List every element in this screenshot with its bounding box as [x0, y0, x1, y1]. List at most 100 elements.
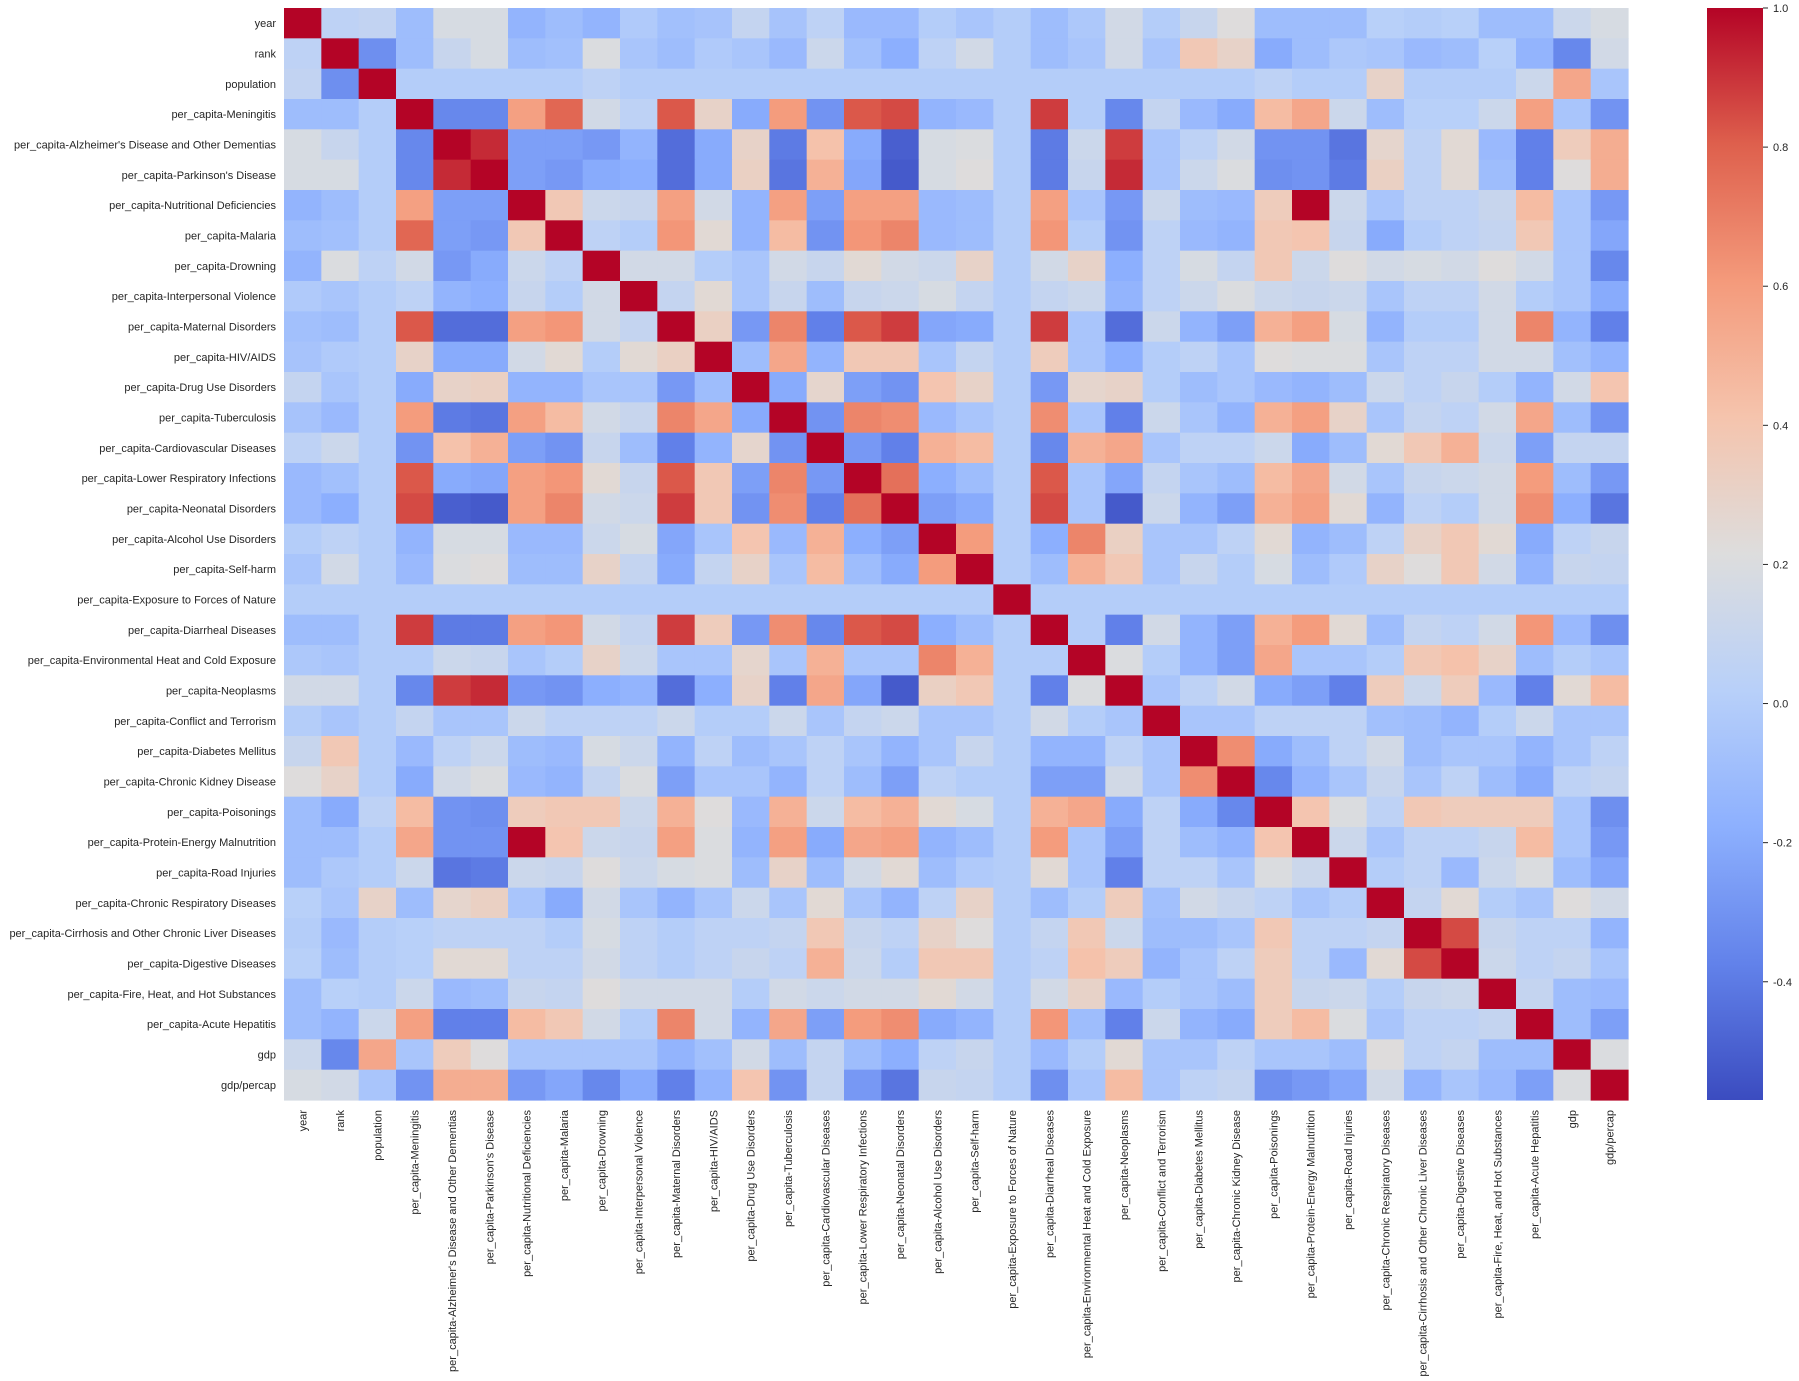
heatmap-cell	[1329, 766, 1368, 798]
heatmap-cell	[956, 978, 994, 1010]
heatmap-cell	[956, 493, 994, 525]
heatmap-cell	[1404, 554, 1442, 585]
row-label: per_capita-Environmental Heat and Cold E…	[28, 655, 276, 667]
heatmap-cell	[1329, 402, 1368, 434]
heatmap-cell	[844, 705, 882, 737]
heatmap-cell	[284, 948, 322, 980]
heatmap-cell	[321, 190, 360, 221]
heatmap-cell	[582, 766, 621, 798]
heatmap-cell	[1516, 523, 1554, 555]
heatmap-cell	[396, 432, 434, 464]
heatmap-cell	[732, 887, 770, 919]
heatmap-cell	[918, 918, 957, 949]
heatmap-cell	[881, 8, 920, 39]
heatmap-cell	[806, 493, 845, 525]
heatmap-cell	[1142, 948, 1181, 980]
heatmap-cell	[1180, 68, 1218, 100]
heatmap-cell	[956, 887, 994, 919]
heatmap-cell	[1516, 159, 1554, 191]
heatmap-cell	[1030, 736, 1069, 767]
heatmap-cell	[806, 887, 845, 919]
heatmap-cell	[956, 796, 994, 828]
heatmap-cell	[582, 796, 621, 828]
heatmap-cell	[1030, 402, 1069, 434]
heatmap-cell	[1590, 948, 1629, 980]
heatmap-cell	[1292, 129, 1330, 161]
heatmap-cell	[1553, 675, 1592, 707]
heatmap-cell	[694, 1039, 733, 1071]
heatmap-cell	[993, 554, 1032, 585]
heatmap-cell	[844, 523, 882, 555]
column-label: per_capita-Drug Use Disorders	[746, 1110, 758, 1262]
heatmap-cell	[956, 372, 994, 403]
heatmap-cell	[1590, 887, 1629, 919]
heatmap-cell	[1292, 432, 1330, 464]
heatmap-cell	[1105, 736, 1144, 767]
heatmap-cell	[1478, 1039, 1517, 1071]
heatmap-cell	[545, 68, 584, 100]
heatmap-cell	[844, 402, 882, 434]
heatmap-cell	[806, 796, 845, 828]
heatmap-cell	[508, 614, 546, 646]
heatmap-cell	[1068, 220, 1106, 252]
heatmap-cell	[1180, 1009, 1218, 1040]
heatmap-cell	[1292, 705, 1330, 737]
colorbar-tick-label: 1.0	[1773, 3, 1788, 15]
heatmap-cell	[1516, 250, 1554, 282]
heatmap-cell	[470, 584, 509, 616]
heatmap-cell	[1292, 827, 1330, 858]
heatmap-cell	[321, 948, 360, 980]
heatmap-cell	[1441, 190, 1480, 221]
heatmap-cell	[396, 129, 434, 161]
heatmap-cell	[1441, 281, 1480, 312]
heatmap-cell	[1478, 705, 1517, 737]
heatmap-cell	[545, 341, 584, 373]
heatmap-cell	[694, 584, 733, 616]
heatmap-cell	[1217, 311, 1256, 343]
heatmap-cell	[1553, 341, 1592, 373]
heatmap-cell	[1180, 766, 1218, 798]
heatmap-cell	[844, 38, 882, 70]
heatmap-cell	[433, 281, 472, 312]
heatmap-cell	[1329, 645, 1368, 676]
heatmap-cell	[657, 129, 696, 161]
heatmap-cell	[1590, 99, 1629, 130]
heatmap-cell	[1105, 1039, 1144, 1071]
heatmap-cell	[844, 736, 882, 767]
heatmap-cell	[1105, 614, 1144, 646]
heatmap-cell	[1292, 281, 1330, 312]
column-label: per_capita-Maternal Disorders	[671, 1110, 683, 1258]
heatmap-cell	[806, 1039, 845, 1071]
heatmap-cell	[508, 1009, 546, 1040]
heatmap-cell	[694, 8, 733, 39]
heatmap-cell	[1329, 705, 1368, 737]
heatmap-cell	[993, 493, 1032, 525]
heatmap-cell	[582, 38, 621, 70]
heatmap-cell	[284, 190, 322, 221]
heatmap-cell	[1329, 220, 1368, 252]
heatmap-cell	[582, 372, 621, 403]
heatmap-cell	[1254, 341, 1293, 373]
heatmap-cell	[918, 38, 957, 70]
heatmap-cell	[694, 705, 733, 737]
heatmap-cell	[358, 736, 397, 767]
heatmap-cell	[1180, 38, 1218, 70]
heatmap-cell	[1068, 493, 1106, 525]
heatmap-cell	[396, 887, 434, 919]
column-label: per_capita-Alcohol Use Disorders	[932, 1110, 944, 1274]
heatmap-cell	[1292, 523, 1330, 555]
heatmap-cell	[1254, 220, 1293, 252]
heatmap-cell	[1441, 341, 1480, 373]
heatmap-cell	[1441, 432, 1480, 464]
heatmap-cell	[1180, 675, 1218, 707]
heatmap-cell	[1404, 766, 1442, 798]
heatmap-cell	[545, 402, 584, 434]
heatmap-cell	[1329, 1069, 1368, 1101]
heatmap-cell	[620, 38, 658, 70]
heatmap-cell	[1180, 311, 1218, 343]
heatmap-cell	[769, 614, 808, 646]
heatmap-cell	[844, 372, 882, 403]
heatmap-cell	[1030, 978, 1069, 1010]
heatmap-cell	[1105, 432, 1144, 464]
colorbar-tick-label: 0.8	[1773, 142, 1788, 154]
